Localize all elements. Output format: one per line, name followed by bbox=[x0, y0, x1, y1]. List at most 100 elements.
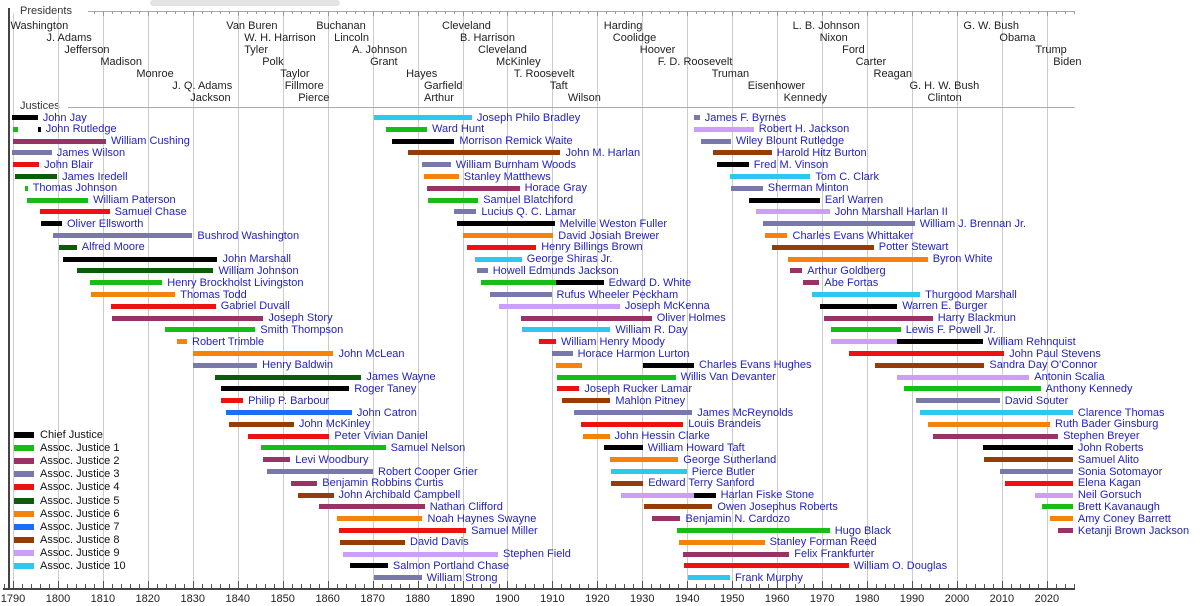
justice-name-link[interactable]: Philip P. Barbour bbox=[248, 394, 330, 407]
justice-name-link[interactable]: William Howard Taft bbox=[647, 441, 745, 454]
justice-name-link[interactable]: Willis Van Devanter bbox=[680, 371, 776, 384]
justice-name-link[interactable]: William J. Brennan Jr. bbox=[919, 217, 1027, 230]
justice-name-link[interactable]: Felix Frankfurter bbox=[794, 548, 875, 561]
justice-name-link[interactable]: Nathan Clifford bbox=[429, 500, 503, 513]
justice-name-link[interactable]: Robert Cooper Grier bbox=[378, 465, 478, 478]
justice-name-link[interactable]: James Wayne bbox=[366, 371, 436, 384]
justice-name-link[interactable]: Lucius Q. C. Lamar bbox=[481, 205, 577, 218]
justice-name-link[interactable]: Harry Blackmun bbox=[937, 312, 1016, 325]
justice-name-link[interactable]: John Archibald Campbell bbox=[338, 489, 461, 502]
justice-name-link[interactable]: John McLean bbox=[338, 347, 405, 360]
justice-name-link[interactable]: Sonia Sotomayor bbox=[1077, 465, 1163, 478]
justice-name-link[interactable]: Roger Taney bbox=[354, 382, 417, 395]
justice-name-link[interactable]: Joseph Rucker Lamar bbox=[584, 382, 692, 395]
justice-name-link[interactable]: Bushrod Washington bbox=[197, 229, 300, 242]
justice-name-link[interactable]: John Catron bbox=[356, 406, 417, 419]
justice-name-link[interactable]: Ketanji Brown Jackson bbox=[1077, 524, 1190, 537]
justice-name-link[interactable]: Howell Edmunds Jackson bbox=[492, 264, 619, 277]
justice-name-link[interactable]: Pierce Butler bbox=[691, 465, 755, 478]
justice-name-link[interactable]: Robert Trimble bbox=[192, 335, 265, 348]
justice-name-link[interactable]: William Burnham Woods bbox=[455, 158, 577, 171]
justice-name-link[interactable]: William Cushing bbox=[111, 135, 190, 148]
justice-name-link[interactable]: Lewis F. Powell Jr. bbox=[905, 323, 996, 336]
justice-name-link[interactable]: Antonin Scalia bbox=[1034, 371, 1105, 384]
justice-name-link[interactable]: Stephen Breyer bbox=[1063, 430, 1140, 443]
justice-name-link[interactable]: John Rutledge bbox=[45, 123, 117, 136]
justice-name-link[interactable]: Edward D. White bbox=[608, 276, 692, 289]
justice-name-link[interactable]: John M. Harlan bbox=[565, 146, 641, 159]
justice-name-link[interactable]: Samuel Miller bbox=[471, 524, 538, 537]
justice-name-link[interactable]: James McReynolds bbox=[697, 406, 794, 419]
justice-name-link[interactable]: Smith Thompson bbox=[260, 323, 344, 336]
justice-name-link[interactable]: Earl Warren bbox=[824, 194, 884, 207]
justice-name-link[interactable]: Potter Stewart bbox=[878, 241, 949, 254]
justice-name-link[interactable]: Frank Murphy bbox=[735, 571, 803, 584]
justice-name-link[interactable]: Elena Kagan bbox=[1077, 477, 1141, 490]
justice-name-link[interactable]: George Shiras Jr. bbox=[526, 253, 613, 266]
justice-name-link[interactable]: Levi Woodbury bbox=[295, 453, 369, 466]
justice-name-link[interactable]: David Josiah Brewer bbox=[558, 229, 660, 242]
justice-name-link[interactable]: Warren E. Burger bbox=[902, 300, 988, 313]
justice-name-link[interactable]: Horace Harmon Lurton bbox=[577, 347, 690, 360]
justice-name-link[interactable]: Clarence Thomas bbox=[1077, 406, 1165, 419]
justice-name-link[interactable]: Ward Hunt bbox=[432, 123, 485, 136]
justice-name-link[interactable]: John Paul Stevens bbox=[1009, 347, 1101, 360]
justice-name-link[interactable]: Owen Josephus Roberts bbox=[717, 500, 838, 513]
justice-name-link[interactable]: Tom C. Clark bbox=[815, 170, 879, 183]
justice-name-link[interactable]: Henry Brockholst Livingston bbox=[167, 276, 304, 289]
justice-name-link[interactable]: Samuel Alito bbox=[1077, 453, 1140, 466]
justice-name-link[interactable]: Alfred Moore bbox=[81, 241, 145, 254]
justice-name-link[interactable]: Samuel Chase bbox=[114, 205, 187, 218]
justice-name-link[interactable]: Oliver Holmes bbox=[656, 312, 726, 325]
justice-name-link[interactable]: Salmon Portland Chase bbox=[392, 559, 510, 572]
justice-name-link[interactable]: William Henry Moody bbox=[561, 335, 665, 348]
justice-name-link[interactable]: Neil Gorsuch bbox=[1077, 489, 1142, 502]
justice-name-link[interactable]: Arthur Goldberg bbox=[807, 264, 886, 277]
justice-name-link[interactable]: Gabriel Duvall bbox=[220, 300, 290, 313]
justice-name-link[interactable]: Henry Baldwin bbox=[262, 359, 334, 372]
justice-name-link[interactable]: John Marshall bbox=[222, 253, 291, 266]
justice-name-link[interactable]: Mahlon Pitney bbox=[615, 394, 686, 407]
justice-name-link[interactable]: William Paterson bbox=[93, 194, 176, 207]
justice-name-link[interactable]: Abe Fortas bbox=[824, 276, 879, 289]
justice-name-link[interactable]: Joseph McKenna bbox=[624, 300, 710, 313]
justice-name-link[interactable]: Samuel Nelson bbox=[390, 441, 466, 454]
justice-name-link[interactable]: Harlan Fiske Stone bbox=[720, 489, 815, 502]
justice-name-link[interactable]: James Iredell bbox=[62, 170, 128, 183]
justice-name-link[interactable]: Edward Terry Sanford bbox=[648, 477, 755, 490]
justice-name-link[interactable]: Thomas Johnson bbox=[32, 182, 118, 195]
justice-name-link[interactable]: Rufus Wheeler Peckham bbox=[556, 288, 679, 301]
justice-name-link[interactable]: John McKinley bbox=[298, 418, 371, 431]
justice-name-link[interactable]: Louis Brandeis bbox=[688, 418, 761, 431]
justice-name-link[interactable]: William O. Douglas bbox=[853, 559, 948, 572]
justice-name-link[interactable]: Stanley Forman Reed bbox=[769, 536, 877, 549]
justice-name-link[interactable]: John Roberts bbox=[1077, 441, 1144, 454]
justice-name-link[interactable]: Harold Hitz Burton bbox=[776, 146, 867, 159]
justice-name-link[interactable]: John Jay bbox=[42, 111, 87, 124]
justice-name-link[interactable]: Benjamin Robbins Curtis bbox=[322, 477, 444, 490]
justice-name-link[interactable]: Robert H. Jackson bbox=[758, 123, 850, 136]
justice-name-link[interactable]: Joseph Philo Bradley bbox=[476, 111, 581, 124]
justice-name-link[interactable]: Charles Evans Hughes bbox=[699, 359, 812, 372]
justice-name-link[interactable]: Horace Gray bbox=[524, 182, 587, 195]
justice-name-link[interactable]: William R. Day bbox=[615, 323, 688, 336]
justice-name-link[interactable]: Stanley Matthews bbox=[463, 170, 551, 183]
justice-name-link[interactable]: John Hessin Clarke bbox=[614, 430, 710, 443]
justice-name-link[interactable]: Amy Coney Barrett bbox=[1077, 512, 1171, 525]
justice-name-link[interactable]: Ruth Bader Ginsburg bbox=[1055, 418, 1159, 431]
justice-name-link[interactable]: James Wilson bbox=[56, 146, 126, 159]
justice-name-link[interactable]: John Marshall Harlan II bbox=[834, 205, 948, 218]
justice-name-link[interactable]: James F. Byrnes bbox=[704, 111, 787, 124]
justice-name-link[interactable]: David Davis bbox=[410, 536, 469, 549]
justice-name-link[interactable]: Noah Haynes Swayne bbox=[427, 512, 537, 525]
justice-name-link[interactable]: Hugo Black bbox=[834, 524, 891, 537]
justice-name-link[interactable]: William Rehnquist bbox=[987, 335, 1076, 348]
justice-name-link[interactable]: Oliver Ellsworth bbox=[67, 217, 144, 230]
justice-name-link[interactable]: Joseph Story bbox=[268, 312, 333, 325]
justice-name-link[interactable]: Sandra Day O'Connor bbox=[989, 359, 1098, 372]
justice-name-link[interactable]: Thomas Todd bbox=[180, 288, 247, 301]
justice-name-link[interactable]: Wiley Blount Rutledge bbox=[735, 135, 845, 148]
justice-name-link[interactable]: Peter Vivian Daniel bbox=[334, 430, 428, 443]
justice-name-link[interactable]: Samuel Blatchford bbox=[483, 194, 574, 207]
justice-name-link[interactable]: David Souter bbox=[1004, 394, 1069, 407]
